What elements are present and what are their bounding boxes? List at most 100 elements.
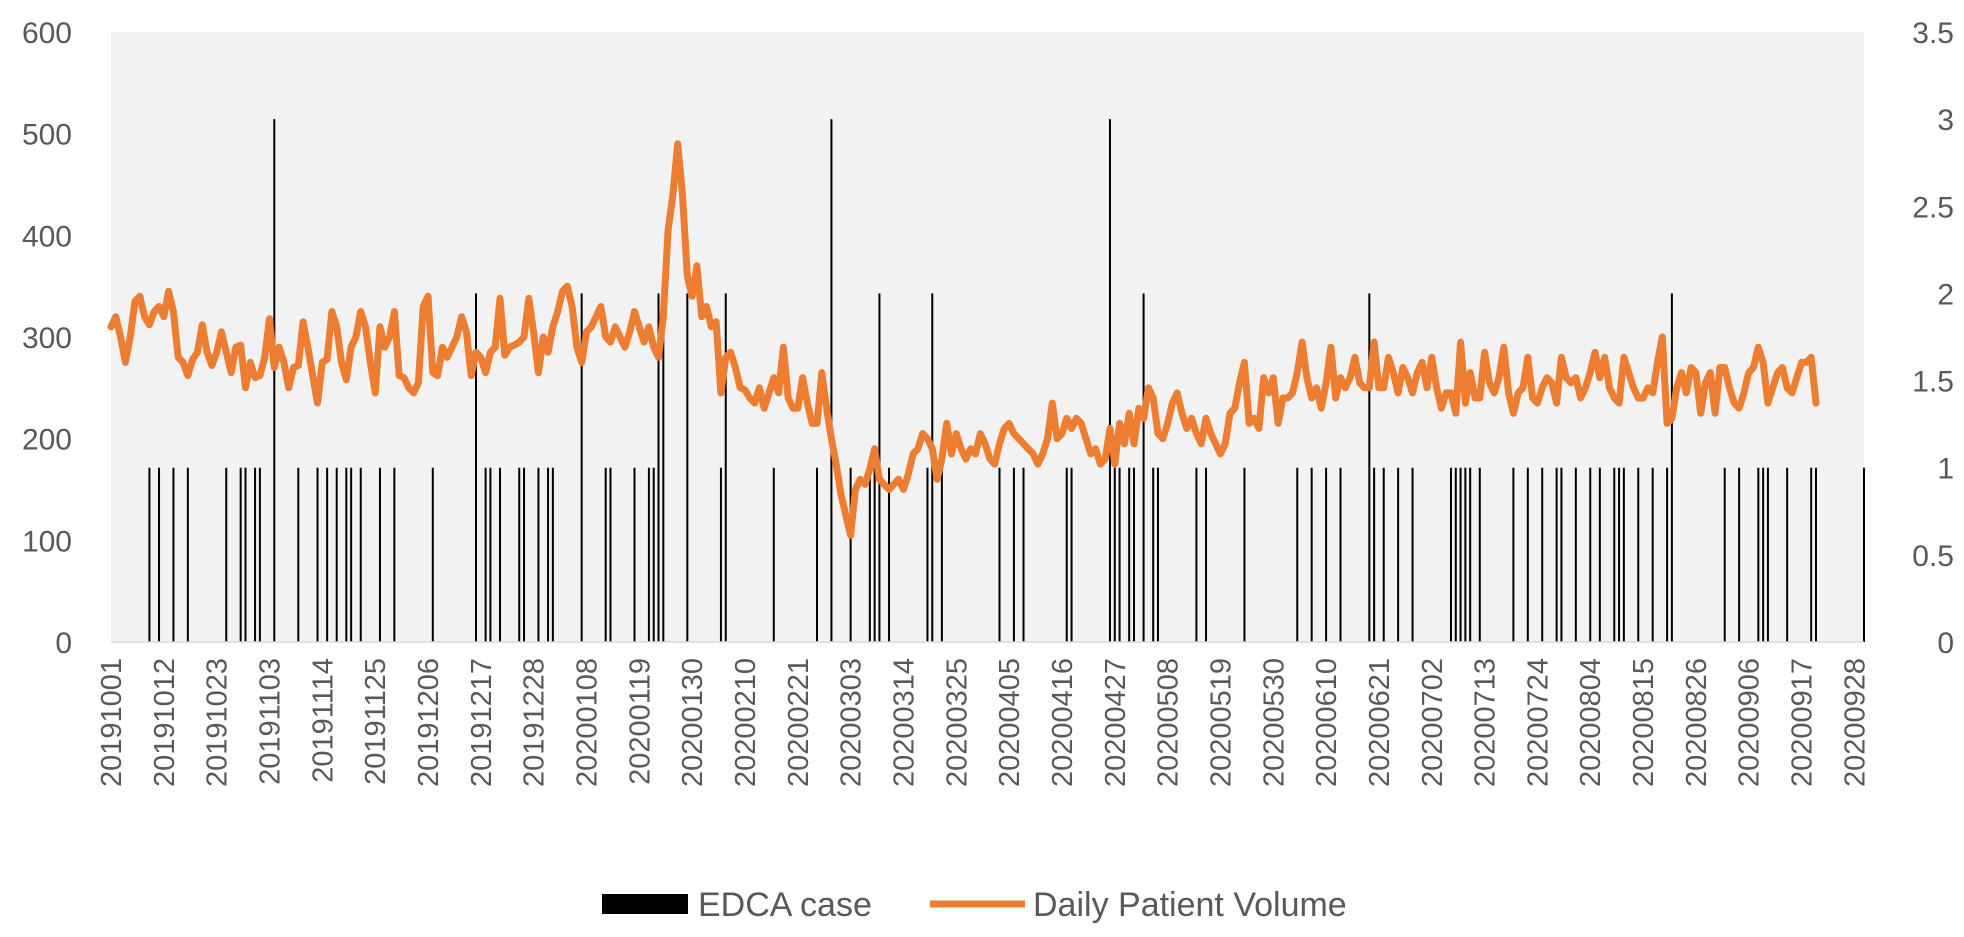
edca-bar bbox=[523, 467, 526, 642]
edca-bar bbox=[1108, 119, 1111, 642]
edca-bar bbox=[1411, 467, 1414, 642]
edca-bar bbox=[518, 467, 521, 642]
edca-bar bbox=[1397, 467, 1400, 642]
edca-bar bbox=[1464, 467, 1467, 642]
x-tick-label: 20191103 bbox=[254, 658, 286, 785]
edca-bar bbox=[1449, 467, 1452, 642]
x-tick-label: 20200906 bbox=[1734, 658, 1766, 787]
edca-bar bbox=[1863, 467, 1865, 642]
edca-bar bbox=[873, 467, 876, 642]
edca-bar bbox=[1651, 467, 1654, 642]
right-tick-label: 2.5 bbox=[1912, 191, 1954, 224]
edca-bar bbox=[225, 467, 228, 642]
x-tick-label: 20200621 bbox=[1364, 658, 1396, 787]
x-tick-label: 20200108 bbox=[571, 658, 603, 787]
edca-bar bbox=[1598, 467, 1601, 642]
edca-bar bbox=[1243, 467, 1246, 642]
edca-bar bbox=[1070, 467, 1073, 642]
edca-bar bbox=[1622, 467, 1625, 642]
edca-bar bbox=[1478, 467, 1481, 642]
legend-label-edca: EDCA case bbox=[698, 886, 872, 924]
edca-bar bbox=[297, 467, 300, 642]
edca-bar bbox=[868, 467, 871, 642]
edca-bar bbox=[1766, 467, 1769, 642]
x-tick-label: 20191001 bbox=[96, 658, 128, 787]
x-tick-label: 20200119 bbox=[624, 658, 656, 785]
edca-bar bbox=[378, 467, 381, 642]
edca-bar bbox=[816, 467, 819, 642]
edca-bar bbox=[239, 467, 242, 642]
edca-bar bbox=[1156, 467, 1159, 642]
x-tick-label: 20191228 bbox=[519, 658, 551, 787]
edca-bar bbox=[172, 467, 175, 642]
edca-bar bbox=[1113, 467, 1116, 642]
edca-bar bbox=[484, 467, 487, 642]
edca-bar bbox=[1670, 293, 1673, 642]
x-tick-label: 20200826 bbox=[1681, 658, 1713, 787]
edca-bar bbox=[998, 467, 1001, 642]
edca-bar bbox=[1132, 467, 1135, 642]
left-axis-ticks: 0 100 200 300 400 500 600 bbox=[22, 17, 72, 660]
edca-bar bbox=[1762, 467, 1765, 642]
x-tick-label: 20200130 bbox=[677, 658, 709, 787]
edca-bar bbox=[1118, 467, 1121, 642]
edca-bar bbox=[393, 467, 396, 642]
edca-bar bbox=[772, 467, 775, 642]
x-tick-label: 20200314 bbox=[888, 658, 920, 787]
edca-bar bbox=[551, 467, 554, 642]
edca-bar bbox=[537, 467, 540, 642]
left-tick-label: 0 bbox=[55, 627, 72, 660]
plot-area bbox=[111, 32, 1864, 642]
right-tick-label: 0 bbox=[1937, 627, 1954, 660]
right-tick-label: 0.5 bbox=[1912, 540, 1954, 573]
edca-bar bbox=[335, 467, 338, 642]
edca-bar bbox=[888, 467, 891, 642]
right-tick-label: 3.5 bbox=[1912, 17, 1954, 50]
right-tick-label: 2 bbox=[1937, 278, 1954, 311]
edca-bar bbox=[652, 467, 655, 642]
edca-bar bbox=[1574, 467, 1577, 642]
edca-bar bbox=[830, 119, 833, 642]
edca-bar bbox=[499, 467, 502, 642]
daily-volume-line bbox=[107, 140, 1820, 539]
x-tick-label: 20200928 bbox=[1839, 658, 1871, 787]
x-tick-label: 20200508 bbox=[1153, 658, 1185, 787]
edca-bar bbox=[1526, 467, 1529, 642]
x-tick-label: 20200427 bbox=[1100, 658, 1132, 787]
edca-bar bbox=[1618, 467, 1621, 642]
edca-bar bbox=[1195, 467, 1198, 642]
edca-bar bbox=[489, 467, 492, 642]
left-tick-label: 100 bbox=[22, 525, 72, 558]
edca-bar bbox=[849, 467, 852, 642]
edca-bar bbox=[158, 467, 161, 642]
x-tick-label: 20200303 bbox=[836, 658, 868, 787]
x-tick-label: 20200325 bbox=[941, 658, 973, 787]
edca-bar bbox=[1325, 467, 1328, 642]
edca-bar bbox=[1382, 467, 1385, 642]
left-tick-label: 600 bbox=[22, 17, 72, 50]
x-tick-label: 20200416 bbox=[1047, 658, 1079, 787]
edca-bar bbox=[186, 467, 189, 642]
edca-bar bbox=[273, 119, 276, 642]
legend: EDCA case Daily Patient Volume bbox=[602, 886, 1347, 924]
edca-bar bbox=[719, 467, 722, 642]
edca-bar bbox=[316, 467, 319, 642]
x-tick-label: 20200713 bbox=[1470, 658, 1502, 787]
edca-bar bbox=[359, 467, 362, 642]
x-tick-label: 20191206 bbox=[413, 658, 445, 787]
edca-bars bbox=[148, 119, 1865, 642]
edca-bar bbox=[1339, 467, 1342, 642]
left-tick-label: 500 bbox=[22, 119, 72, 152]
right-tick-label: 1.5 bbox=[1912, 366, 1954, 399]
edca-bar bbox=[1613, 467, 1616, 642]
edca-bar bbox=[1810, 467, 1813, 642]
legend-label-volume: Daily Patient Volume bbox=[1033, 886, 1347, 924]
edca-bar bbox=[1205, 467, 1208, 642]
x-tick-label: 20191114 bbox=[307, 658, 339, 783]
edca-bar bbox=[1541, 467, 1544, 642]
edca-bar bbox=[724, 293, 727, 642]
edca-bar bbox=[148, 467, 151, 642]
x-tick-label: 20200804 bbox=[1575, 658, 1607, 787]
x-tick-label: 20200702 bbox=[1417, 658, 1449, 787]
edca-bar bbox=[1589, 467, 1592, 642]
